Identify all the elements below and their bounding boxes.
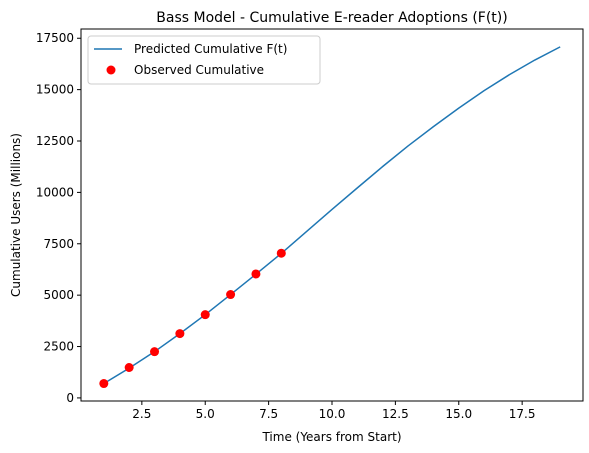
x-axis: 2.5 5.0 7.5 10.0 12.5 15.0 17.5 [132,401,536,421]
y-tick-label: 15000 [36,83,74,97]
chart-title: Bass Model - Cumulative E-reader Adoptio… [156,10,507,26]
x-tick-label: 10.0 [319,407,346,421]
observed-point [226,290,236,300]
legend: Predicted Cumulative F(t) Observed Cumul… [87,35,321,85]
x-tick-label: 15.0 [445,407,472,421]
observed-point [175,329,185,339]
x-tick-label: 17.5 [509,407,536,421]
y-tick-label: 7500 [43,237,74,251]
y-tick-label: 5000 [43,288,74,302]
y-tick-label: 17500 [36,31,74,45]
y-axis: 0 2500 5000 7500 10000 12500 15000 17500 [36,31,81,405]
x-tick-label: 5.0 [196,407,215,421]
y-tick-label: 10000 [36,185,74,199]
x-tick-label: 7.5 [259,407,278,421]
y-tick-label: 2500 [43,340,74,354]
observed-point [276,248,286,258]
x-tick-label: 12.5 [382,407,409,421]
axes-frame [80,28,584,402]
y-tick-label: 0 [66,391,74,405]
observed-point [150,347,160,357]
y-axis-label: Cumulative Users (Millions) [9,133,23,297]
observed-point [251,269,261,279]
y-tick-label: 12500 [36,134,74,148]
legend-box [87,35,321,85]
predicted-cumulative-line [103,46,561,385]
legend-label-observed: Observed Cumulative [134,63,264,77]
legend-marker-swatch [106,65,116,75]
legend-label-predicted: Predicted Cumulative F(t) [134,42,287,56]
observed-point [99,379,109,389]
x-tick-label: 2.5 [132,407,151,421]
x-axis-label: Time (Years from Start) [261,430,401,444]
observed-point [124,362,134,372]
observed-point [200,310,210,320]
plot-area [99,46,561,389]
